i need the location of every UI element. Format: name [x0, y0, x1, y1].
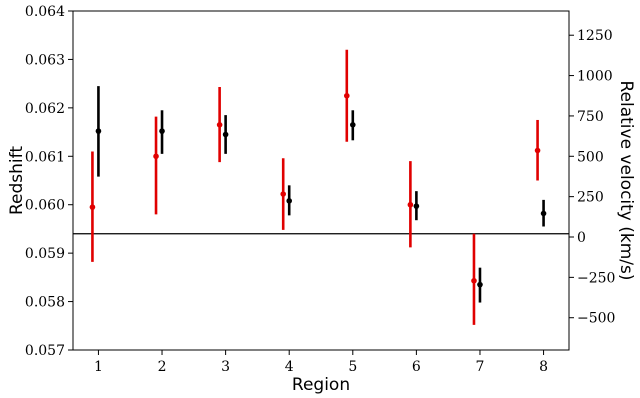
data-point	[89, 204, 96, 210]
y-axis-title: Redshift	[7, 146, 27, 215]
data-point	[343, 92, 350, 99]
y-axis-right: −500 −250 0 250 500 750 1000 1250	[569, 28, 615, 327]
y-tick-label: 0.057	[25, 343, 65, 359]
data-point	[471, 277, 477, 284]
data-point	[540, 210, 547, 217]
y2-tick-label: 500	[577, 149, 604, 165]
y-tick-label: 0.059	[25, 246, 65, 262]
data-point	[222, 131, 229, 138]
y2-tick-label: 1000	[577, 69, 613, 85]
x-tick-label: 7	[476, 359, 485, 375]
series-layer	[89, 49, 547, 325]
x-tick-label: 3	[221, 359, 230, 375]
y2-tick-label: 1250	[577, 28, 613, 44]
data-point	[280, 191, 287, 197]
y-tick-label: 0.062	[25, 101, 65, 117]
y2-tick-label: 750	[577, 109, 604, 125]
x-tick-label: 5	[348, 359, 357, 375]
data-point	[153, 153, 159, 160]
series-1	[89, 49, 541, 325]
y2-tick-label: −500	[577, 311, 615, 327]
y-axis-left: 0.057 0.058 0.059 0.060 0.061 0.062 0.063 0.064	[25, 4, 73, 359]
y2-tick-label: −250	[577, 270, 615, 286]
data-point	[286, 198, 293, 204]
y2-tick-label: 250	[577, 190, 604, 206]
data-point	[534, 147, 541, 154]
x-tick-label: 8	[539, 359, 548, 375]
y-tick-label: 0.058	[25, 295, 65, 311]
data-point	[159, 128, 165, 134]
x-axis: 1 2 3 4 5 6 7 8	[94, 350, 548, 375]
y-tick-label: 0.061	[25, 149, 65, 165]
x-tick-label: 4	[285, 359, 294, 375]
y2-tick-label: 0	[577, 230, 586, 246]
data-point	[477, 281, 483, 288]
series-2	[95, 86, 547, 303]
data-point	[407, 201, 414, 208]
y2-axis-title: Relative velocity (km/s)	[616, 80, 636, 280]
x-tick-label: 1	[94, 359, 103, 375]
plot-frame	[72, 10, 570, 351]
y-tick-label: 0.064	[25, 4, 65, 20]
y-tick-label: 0.063	[25, 52, 65, 68]
data-point	[349, 122, 356, 128]
y-tick-label: 0.060	[25, 198, 65, 214]
x-tick-label: 2	[158, 359, 167, 375]
x-tick-label: 6	[412, 359, 421, 375]
data-point	[95, 128, 102, 134]
data-point	[413, 203, 420, 209]
data-point	[216, 122, 223, 128]
x-axis-title: Region	[292, 375, 350, 395]
